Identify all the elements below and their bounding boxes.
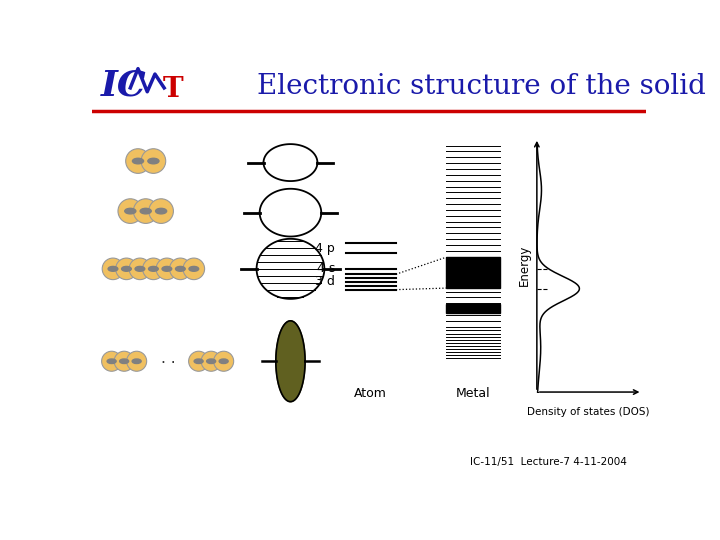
Circle shape [127,351,147,372]
Ellipse shape [207,359,216,363]
Polygon shape [446,303,500,313]
Ellipse shape [132,359,141,363]
Circle shape [183,258,204,280]
Ellipse shape [140,208,151,214]
Circle shape [214,351,234,372]
Circle shape [149,199,174,224]
Circle shape [126,148,150,173]
Ellipse shape [120,359,129,363]
Text: Density of states (DOS): Density of states (DOS) [527,408,649,417]
Circle shape [133,199,158,224]
Circle shape [116,258,138,280]
Circle shape [189,351,209,372]
Text: T: T [163,76,184,103]
Polygon shape [276,321,305,402]
Ellipse shape [148,266,158,271]
Circle shape [102,351,122,372]
Ellipse shape [162,266,172,271]
Text: . .: . . [161,352,176,367]
Circle shape [129,258,150,280]
Text: IC-11/51  Lecture-7 4-11-2004: IC-11/51 Lecture-7 4-11-2004 [470,457,627,467]
Ellipse shape [194,359,203,363]
Text: Electronic structure of the solid: Electronic structure of the solid [257,72,706,99]
Ellipse shape [156,208,166,214]
Ellipse shape [189,266,199,271]
Ellipse shape [125,208,136,214]
Ellipse shape [135,266,145,271]
Circle shape [102,258,124,280]
Ellipse shape [219,359,228,363]
Circle shape [156,258,178,280]
Polygon shape [446,257,500,288]
Text: Atom: Atom [354,387,387,400]
Circle shape [201,351,221,372]
Ellipse shape [148,158,159,164]
Text: 3 d: 3 d [315,275,335,288]
Text: Metal: Metal [456,387,490,400]
Circle shape [118,199,143,224]
Circle shape [143,258,164,280]
Circle shape [114,351,134,372]
Ellipse shape [107,359,116,363]
Text: 4 s: 4 s [317,262,335,275]
Ellipse shape [108,266,118,271]
Text: Energy: Energy [518,244,531,286]
Ellipse shape [132,158,143,164]
Text: IC: IC [101,69,147,103]
Circle shape [141,148,166,173]
Ellipse shape [122,266,131,271]
Text: 4 p: 4 p [315,241,335,254]
Ellipse shape [176,266,185,271]
Circle shape [170,258,191,280]
